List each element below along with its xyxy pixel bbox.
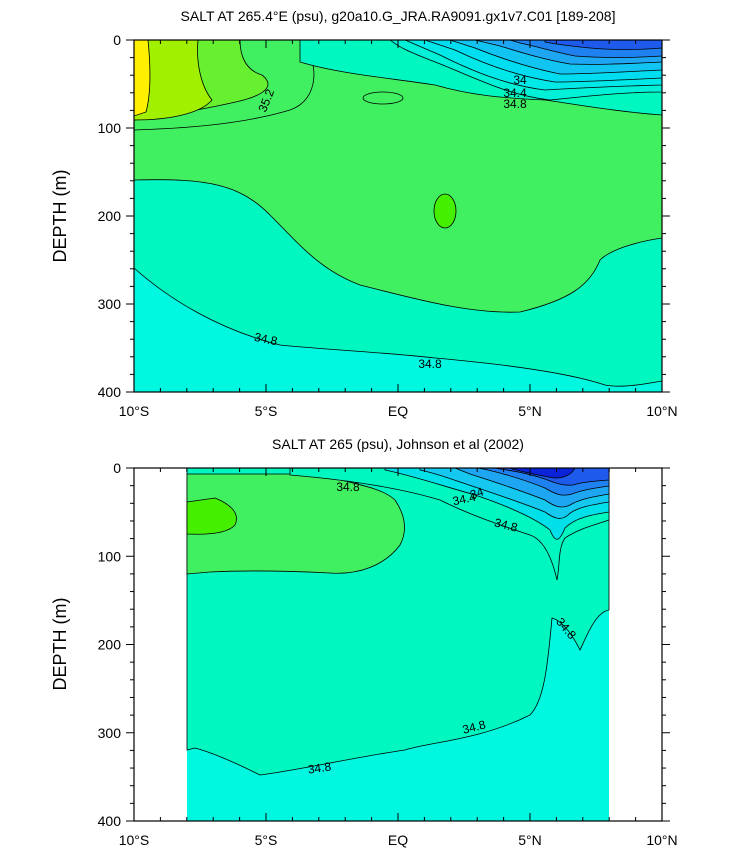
panel-1-ylabel: DEPTH (m) [50,170,70,263]
x-tick-label: EQ [388,832,408,848]
x-tick-label: 10°S [119,832,150,848]
contour-label: 34.8 [336,480,360,494]
panel-2-axes: 10°S 5°S EQ 5°N 10°N 0 100 200 300 400 [98,460,678,848]
x-tick-label: 5°S [255,832,278,848]
y-tick-label: 400 [98,384,122,400]
blob-shallow [362,91,404,105]
contour-label: 34 [513,73,527,87]
contour-label: 34.8 [418,357,442,371]
panel-2-title: SALT AT 265 (psu), Johnson et al (2002) [272,436,524,452]
x-tick-label: 5°N [518,403,542,419]
panel-1-axes: 10°S 5°S EQ 5°N 10°N 0 100 200 300 400 [98,32,678,419]
x-tick-label: 10°S [119,403,150,419]
y-tick-label: 0 [113,460,121,476]
y-tick-label: 200 [98,637,122,653]
y-tick-label: 400 [98,813,122,829]
blob-deep [433,193,457,229]
panel-1-fill [134,40,662,392]
contour-label: 34.8 [503,97,527,111]
x-tick-label: 5°N [518,832,542,848]
x-tick-label: 5°S [255,403,278,419]
y-tick-label: 200 [98,208,122,224]
panel-1-title: SALT AT 265.4°E (psu), g20a10.G_JRA.RA90… [181,8,616,24]
panel-2-ylabel: DEPTH (m) [50,598,70,691]
y-tick-label: 300 [98,296,122,312]
contour-label: 34.8 [253,330,279,349]
x-tick-label: 10°N [646,832,677,848]
contour-label: 34 [468,484,485,502]
contour-label: 34.4 [503,86,527,100]
region-core-2 [186,497,237,535]
contour-label: 34.8 [461,717,487,736]
region-west-4 [134,40,151,117]
x-tick-label: 10°N [646,403,677,419]
y-tick-label: 300 [98,725,122,741]
region-ne-7 [509,468,576,479]
x-tick-label: EQ [388,403,408,419]
panel-2-observed: SALT AT 265 (psu), Johnson et al (2002) … [50,436,678,848]
y-tick-label: 0 [113,32,121,48]
y-tick-label: 100 [98,548,122,564]
region-core [186,473,405,575]
contour-label: 34.8 [307,759,332,776]
panel-2-fill [186,468,610,821]
contour-label: 34.4 [451,490,477,509]
contour-label: 34.8 [493,516,519,535]
region-ne-8 [544,40,662,50]
y-tick-label: 100 [98,120,122,136]
region-west-3 [134,40,213,121]
panel-1-model: SALT AT 265.4°E (psu), g20a10.G_JRA.RA90… [50,8,678,419]
